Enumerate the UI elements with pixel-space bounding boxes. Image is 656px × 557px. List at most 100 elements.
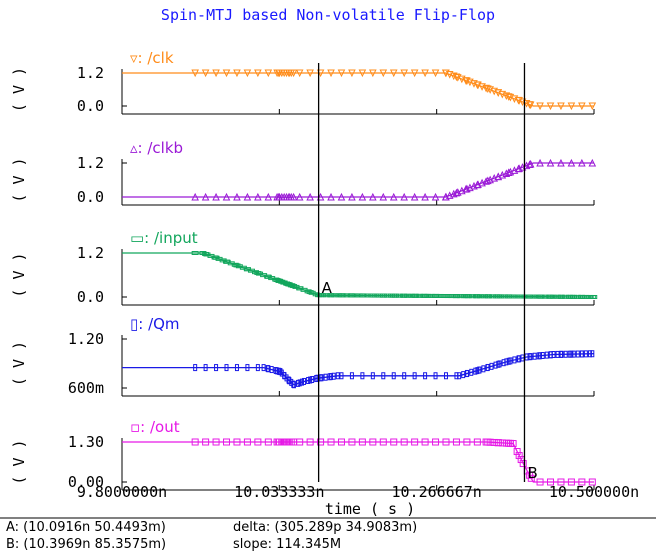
- data-point: [348, 438, 356, 446]
- data-point: [327, 293, 335, 298]
- data-point: [411, 438, 419, 446]
- x-tick-label: 10.266667n: [392, 483, 482, 501]
- data-point: [295, 379, 300, 387]
- data-point: [358, 438, 366, 446]
- data-point: [355, 293, 363, 298]
- data-point: [509, 294, 517, 299]
- data-point: [201, 192, 210, 201]
- cursor-label: B: [527, 464, 537, 482]
- y-tick-label: 1.20: [68, 330, 104, 348]
- data-point: [588, 102, 597, 111]
- data-point: [339, 293, 347, 298]
- data-point: [442, 438, 450, 446]
- data-point: [243, 69, 252, 78]
- data-point: [557, 294, 565, 299]
- y-axis-label: ( V ): [10, 439, 28, 484]
- data-point: [264, 192, 273, 201]
- data-point: [469, 368, 474, 376]
- data-point: [286, 376, 291, 384]
- data-point: [567, 478, 575, 486]
- data-point: [431, 69, 440, 78]
- data-point: [255, 364, 260, 372]
- data-point: [367, 293, 375, 298]
- data-point: [460, 294, 468, 299]
- data-point: [452, 438, 460, 446]
- data-point: [358, 192, 367, 201]
- data-point: [485, 364, 490, 372]
- data-point: [269, 366, 274, 374]
- data-point: [465, 369, 470, 377]
- data-point: [337, 192, 346, 201]
- data-point: [513, 294, 521, 299]
- delta-readout: delta: (305.289p 34.9083m): [233, 520, 418, 535]
- data-point: [212, 69, 220, 78]
- data-point: [431, 192, 440, 201]
- data-point: [245, 364, 250, 372]
- data-point: [473, 438, 481, 446]
- data-point: [536, 352, 541, 360]
- data-point: [212, 438, 220, 446]
- data-point: [578, 294, 586, 299]
- data-point: [590, 350, 595, 358]
- data-point: [515, 452, 523, 460]
- data-point: [291, 380, 296, 388]
- data-point: [222, 69, 231, 78]
- data-point: [428, 293, 436, 298]
- data-point: [343, 293, 351, 298]
- data-point: [295, 69, 304, 78]
- data-point: [327, 192, 335, 201]
- data-point: [567, 102, 576, 111]
- data-point: [191, 438, 199, 446]
- data-point: [579, 350, 584, 358]
- data-point: [498, 439, 506, 447]
- data-point: [525, 294, 533, 299]
- data-point: [416, 293, 424, 298]
- cursor-label: A: [322, 279, 333, 297]
- data-point: [370, 372, 375, 380]
- data-point: [319, 374, 324, 382]
- data-point: [570, 294, 578, 299]
- data-point: [557, 478, 565, 486]
- data-point: [457, 372, 462, 380]
- data-point: [481, 365, 486, 373]
- data-point: [335, 293, 343, 298]
- data-point: [254, 192, 262, 201]
- data-point: [516, 355, 521, 363]
- chart-title: Spin-MTJ based Non-volatile Flip-Flop: [160, 6, 496, 24]
- data-point: [567, 158, 576, 167]
- data-point: [323, 293, 331, 298]
- data-point: [375, 293, 383, 298]
- data-point: [588, 158, 597, 167]
- data-point: [547, 478, 555, 486]
- data-point: [212, 192, 220, 201]
- data-point: [536, 158, 544, 167]
- series-line: [122, 441, 594, 483]
- data-point: [590, 294, 598, 299]
- data-point: [559, 350, 564, 358]
- data-point: [582, 294, 590, 299]
- data-point: [331, 293, 339, 298]
- data-point: [557, 102, 565, 111]
- data-point: [497, 360, 502, 368]
- data-point: [264, 69, 273, 78]
- data-point: [317, 438, 325, 446]
- data-point: [193, 364, 198, 372]
- data-point: [551, 351, 556, 359]
- cursor-a-readout: A: (10.0916n 50.4493m): [6, 520, 166, 535]
- data-point: [544, 351, 549, 359]
- panel-3: 1.2 0.0 ( V ) ▭: /input: [10, 229, 598, 306]
- data-point: [578, 102, 586, 111]
- data-point: [302, 377, 307, 385]
- data-point: [391, 293, 399, 298]
- data-point: [472, 294, 480, 299]
- y-tick-label: 1.2: [77, 154, 104, 172]
- data-point: [379, 438, 387, 446]
- data-point: [348, 69, 356, 78]
- data-point: [528, 353, 533, 361]
- data-point: [509, 440, 517, 448]
- data-point: [502, 439, 510, 447]
- data-point: [541, 294, 549, 299]
- data-point: [549, 294, 557, 299]
- data-point: [400, 192, 408, 201]
- data-point: [440, 294, 448, 299]
